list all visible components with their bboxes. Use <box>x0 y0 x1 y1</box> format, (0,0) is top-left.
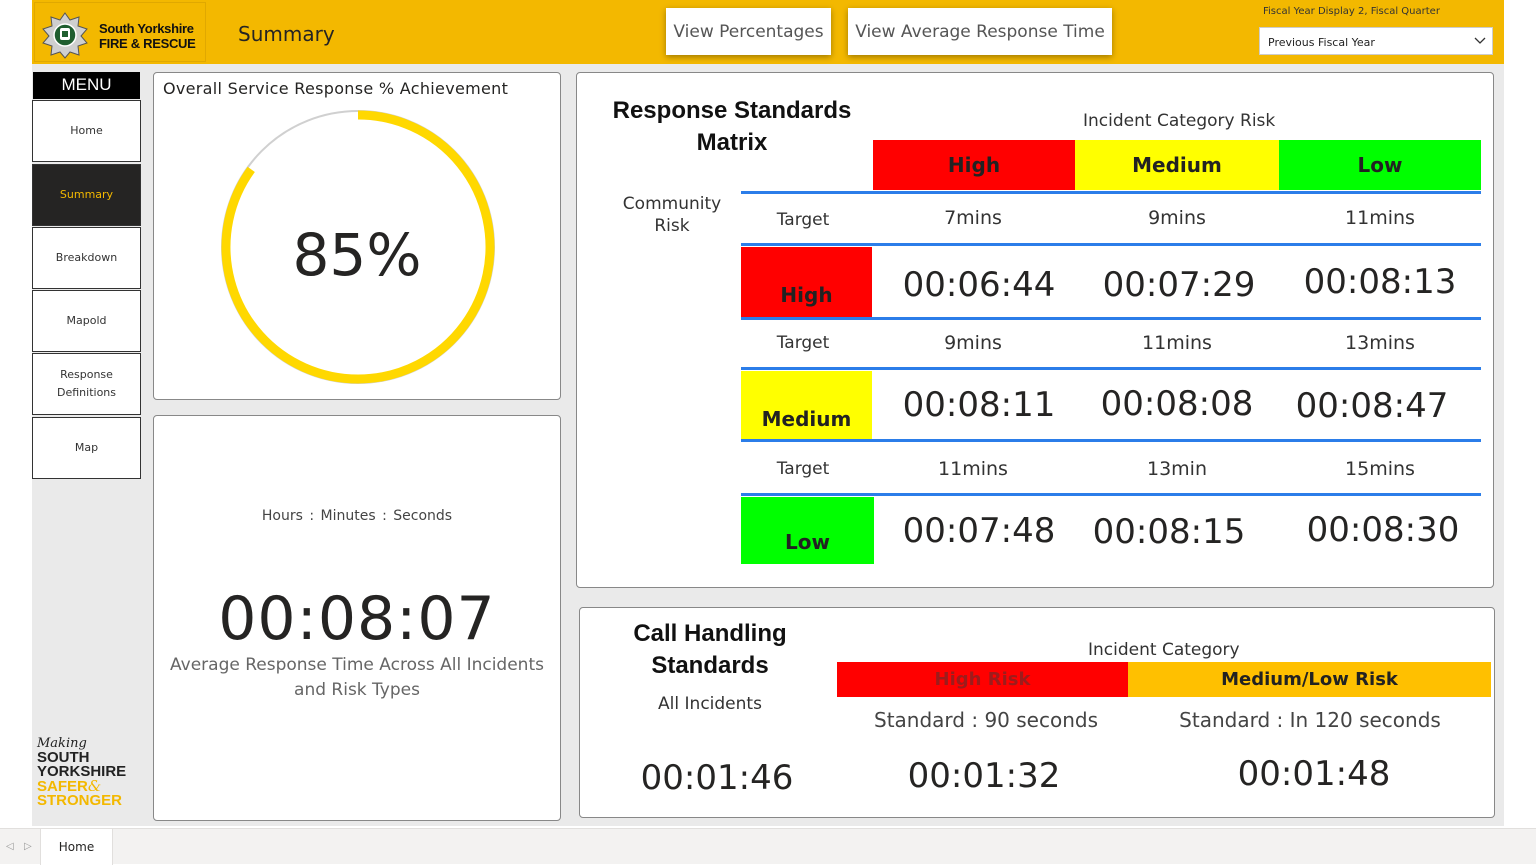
gauge-arc <box>221 110 495 384</box>
tagline-safer: SAFER& <box>37 777 102 795</box>
row-divider <box>741 367 1481 370</box>
target-high-high: 7mins <box>944 207 1002 229</box>
risk-low-cell: Low <box>741 497 874 564</box>
response-matrix-card: Response Standards Matrix Incident Categ… <box>576 72 1494 588</box>
gauge-card: Overall Service Response % Achievement 8… <box>153 72 561 400</box>
matrix-title: Response Standards Matrix <box>612 97 852 156</box>
menu-title: MENU <box>33 72 140 99</box>
time-low-low: 00:08:30 <box>1306 510 1460 550</box>
medium-low-risk-standard: Standard : In 120 seconds <box>1179 708 1441 732</box>
target-medium-high: 9mins <box>944 332 1002 354</box>
high-risk-value: 00:01:32 <box>907 756 1061 796</box>
target-label: Target <box>776 459 830 479</box>
gauge-title: Overall Service Response % Achievement <box>163 79 509 98</box>
medium-low-risk-header: Medium/Low Risk <box>1128 662 1491 697</box>
incident-category-label: Incident Category <box>1088 640 1240 660</box>
menu-item-map[interactable]: Map <box>32 417 141 479</box>
time-medium-low: 00:08:47 <box>1295 386 1449 426</box>
time-high-medium: 00:07:29 <box>1102 265 1256 305</box>
tagline-yorkshire: YORKSHIRE <box>37 763 127 780</box>
logo-line2: FIRE & RESCUE <box>99 36 196 51</box>
page-tab-bar: ◁ ▷ Home <box>0 828 1536 865</box>
crest-icon <box>42 12 88 59</box>
time-medium-medium: 00:08:08 <box>1100 384 1254 424</box>
all-incidents-label: All Incidents <box>658 694 762 714</box>
medium-low-risk-value: 00:01:48 <box>1237 754 1391 794</box>
target-label: Target <box>776 333 830 353</box>
row-divider <box>741 439 1481 442</box>
time-low-medium: 00:08:15 <box>1092 512 1246 552</box>
view-percentages-button[interactable]: View Percentages <box>666 8 831 55</box>
slicer-title: Fiscal Year Display 2, Fiscal Quarter <box>1263 6 1440 17</box>
chevron-down-icon <box>1474 37 1486 44</box>
logo-text: South Yorkshire FIRE & RESCUE <box>99 21 196 51</box>
target-low-medium: 13min <box>1146 458 1207 480</box>
category-high-header: High <box>873 140 1075 190</box>
tagline-stronger: STRONGER <box>37 792 123 809</box>
tab-next-icon[interactable]: ▷ <box>24 841 32 852</box>
high-risk-standard: Standard : 90 seconds <box>874 708 1098 732</box>
time-high-high: 00:06:44 <box>902 265 1056 305</box>
community-risk-label: Community Risk <box>622 194 722 236</box>
target-low-high: 11mins <box>938 458 1008 480</box>
time-low-high: 00:07:48 <box>902 511 1056 551</box>
tab-prev-icon[interactable]: ◁ <box>6 841 14 852</box>
time-units-label: Hours : Minutes : Seconds <box>261 508 453 524</box>
target-low-low: 15mins <box>1345 458 1415 480</box>
call-handling-title: Call Handling Standards <box>633 620 787 679</box>
sfyr-logo: South Yorkshire FIRE & RESCUE <box>34 2 206 62</box>
menu-item-home[interactable]: Home <box>32 100 141 162</box>
risk-high-cell: High <box>741 247 872 317</box>
fiscal-period-dropdown[interactable]: Previous Fiscal Year <box>1259 27 1493 55</box>
row-divider <box>741 493 1481 496</box>
avg-response-card: Hours : Minutes : Seconds 00:08:07 Avera… <box>153 415 561 821</box>
logo-line1: South Yorkshire <box>99 21 194 36</box>
row-divider <box>741 243 1481 246</box>
menu-item-response-definitions[interactable]: Response Definitions <box>32 353 141 415</box>
making-south-yorkshire-logo: Making SOUTH YORKSHIRE SAFER& STRONGER <box>37 736 147 816</box>
target-medium-medium: 11mins <box>1142 332 1212 354</box>
avg-response-value: 00:08:07 <box>218 584 496 654</box>
target-label: Target <box>776 210 830 230</box>
target-medium-low: 13mins <box>1345 332 1415 354</box>
incident-category-risk-label: Incident Category Risk <box>1083 111 1276 131</box>
category-medium-header: Medium <box>1075 140 1279 190</box>
all-incidents-value: 00:01:46 <box>640 758 794 798</box>
target-high-medium: 9mins <box>1148 207 1206 229</box>
time-medium-high: 00:08:11 <box>902 385 1056 425</box>
row-divider <box>741 317 1481 320</box>
page-title: Summary <box>238 22 335 46</box>
view-average-response-time-button[interactable]: View Average Response Time <box>848 8 1112 55</box>
menu-item-mapold[interactable]: Mapold <box>32 290 141 352</box>
gauge-chart <box>221 110 495 384</box>
row-divider <box>741 191 1481 194</box>
high-risk-header: High Risk <box>837 662 1128 697</box>
category-low-header: Low <box>1279 140 1481 190</box>
menu-item-summary[interactable]: Summary <box>32 164 141 226</box>
avg-response-description: Average Response Time Across All Inciden… <box>170 655 544 700</box>
time-high-low: 00:08:13 <box>1303 262 1457 302</box>
tagline-making: Making <box>37 736 87 751</box>
menu-item-breakdown[interactable]: Breakdown <box>32 227 141 289</box>
gauge-value: 85% <box>292 221 422 289</box>
dropdown-value: Previous Fiscal Year <box>1268 36 1375 49</box>
tagline-south: SOUTH <box>37 749 90 766</box>
page-tab-home[interactable]: Home <box>40 829 113 865</box>
risk-medium-cell: Medium <box>741 371 872 441</box>
call-handling-card: Call Handling Standards All Incidents 00… <box>579 607 1495 818</box>
target-high-low: 11mins <box>1345 207 1415 229</box>
